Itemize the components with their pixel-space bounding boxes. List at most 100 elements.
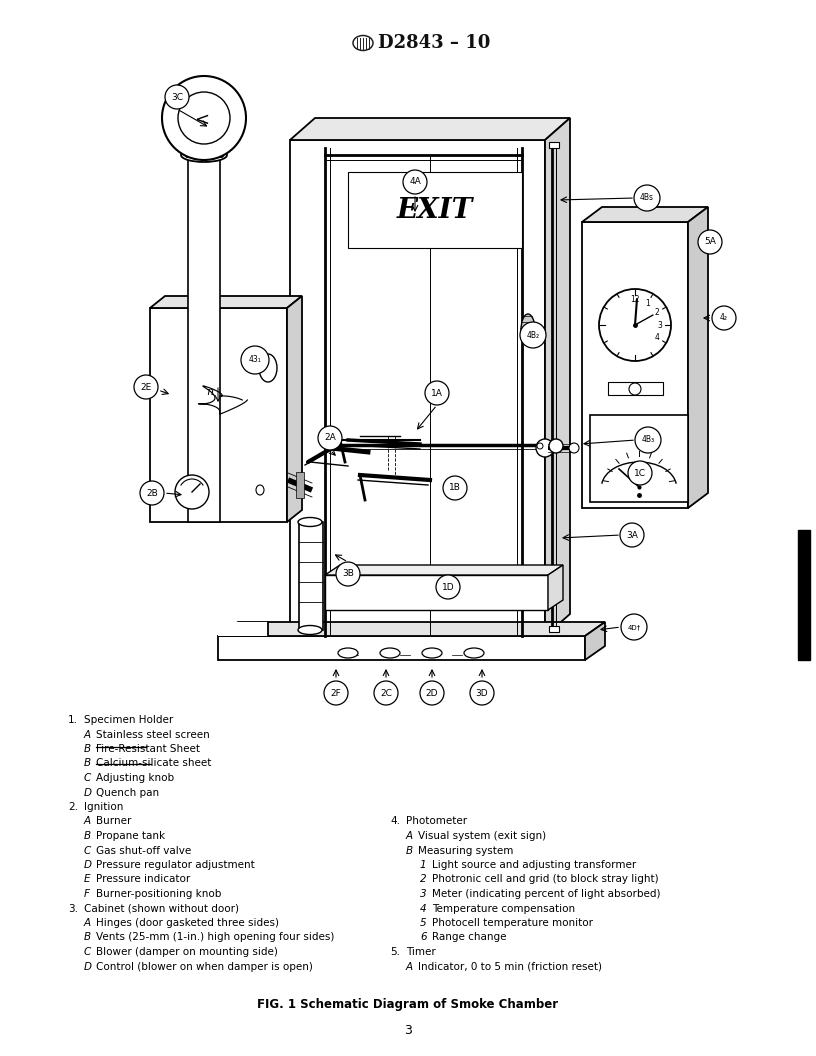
Text: n: n <box>206 386 214 397</box>
Text: 5: 5 <box>420 918 427 928</box>
Text: Quench pan: Quench pan <box>96 788 159 797</box>
Polygon shape <box>798 530 810 660</box>
Text: C: C <box>84 773 91 782</box>
Circle shape <box>165 84 189 109</box>
Circle shape <box>620 523 644 547</box>
Circle shape <box>520 322 546 348</box>
Text: Temperature compensation: Temperature compensation <box>432 904 575 913</box>
Polygon shape <box>218 636 585 660</box>
Text: Stainless steel screen: Stainless steel screen <box>96 730 210 739</box>
Text: 3: 3 <box>404 1023 412 1037</box>
Text: 4B₂: 4B₂ <box>526 331 539 339</box>
Circle shape <box>621 614 647 640</box>
Text: A: A <box>84 730 91 739</box>
Text: 1: 1 <box>645 299 650 308</box>
Text: Meter (indicating percent of light absorbed): Meter (indicating percent of light absor… <box>432 889 660 899</box>
Text: Cabinet (shown without door): Cabinet (shown without door) <box>84 904 239 913</box>
Text: Calcium-silicate sheet: Calcium-silicate sheet <box>96 758 211 769</box>
Text: 2F: 2F <box>330 689 341 698</box>
Polygon shape <box>325 576 548 610</box>
Circle shape <box>634 185 660 211</box>
Text: B: B <box>84 932 91 943</box>
Text: 4₂: 4₂ <box>720 314 728 322</box>
Circle shape <box>436 576 460 599</box>
FancyBboxPatch shape <box>608 382 663 395</box>
Circle shape <box>599 289 671 361</box>
Polygon shape <box>325 565 563 576</box>
Text: 3.: 3. <box>68 904 78 913</box>
Text: Control (blower on when damper is open): Control (blower on when damper is open) <box>96 962 313 972</box>
Text: Propane tank: Propane tank <box>96 831 165 841</box>
Text: 12: 12 <box>630 296 640 304</box>
Text: 2B: 2B <box>146 489 157 497</box>
Polygon shape <box>590 415 688 502</box>
Circle shape <box>403 170 427 194</box>
Circle shape <box>175 475 209 509</box>
Text: C: C <box>84 846 91 855</box>
Text: 2.: 2. <box>68 802 78 812</box>
Text: FIG. 1 Schematic Diagram of Smoke Chamber: FIG. 1 Schematic Diagram of Smoke Chambe… <box>257 998 559 1011</box>
Polygon shape <box>688 207 708 508</box>
Circle shape <box>537 444 543 449</box>
Ellipse shape <box>521 314 535 346</box>
Text: 6: 6 <box>420 932 427 943</box>
Text: 2: 2 <box>654 308 659 317</box>
Circle shape <box>318 426 342 450</box>
Text: D: D <box>84 962 92 972</box>
Text: Photocell temperature monitor: Photocell temperature monitor <box>432 918 593 928</box>
Polygon shape <box>150 308 287 522</box>
Text: D: D <box>84 860 92 870</box>
Text: Light source and adjusting transformer: Light source and adjusting transformer <box>432 860 636 870</box>
Text: Burner: Burner <box>96 816 131 827</box>
Polygon shape <box>585 622 605 660</box>
Polygon shape <box>296 472 304 498</box>
Circle shape <box>420 681 444 705</box>
Circle shape <box>470 681 494 705</box>
Text: Photometer: Photometer <box>406 816 467 827</box>
Text: 3B: 3B <box>342 569 354 579</box>
Text: Vents (25-mm (1-in.) high opening four sides): Vents (25-mm (1-in.) high opening four s… <box>96 932 335 943</box>
Circle shape <box>712 306 736 329</box>
Ellipse shape <box>464 648 484 658</box>
Text: 4: 4 <box>420 904 427 913</box>
Text: Specimen Holder: Specimen Holder <box>84 715 173 725</box>
Circle shape <box>134 375 158 399</box>
Text: A: A <box>406 962 413 972</box>
Text: Burner-positioning knob: Burner-positioning knob <box>96 889 221 899</box>
Text: 2E: 2E <box>140 382 152 392</box>
Polygon shape <box>582 222 688 508</box>
Ellipse shape <box>256 485 264 495</box>
Polygon shape <box>287 296 302 522</box>
Text: B: B <box>406 846 413 855</box>
Text: Photronic cell and grid (to block stray light): Photronic cell and grid (to block stray … <box>432 874 659 885</box>
Text: 2C: 2C <box>380 689 392 698</box>
Text: 5.: 5. <box>390 947 400 957</box>
Circle shape <box>324 681 348 705</box>
Circle shape <box>241 346 269 374</box>
Polygon shape <box>348 172 522 248</box>
Text: 3D: 3D <box>476 689 488 698</box>
Text: B: B <box>84 831 91 841</box>
Text: 4.: 4. <box>390 816 400 827</box>
Circle shape <box>374 681 398 705</box>
Circle shape <box>549 439 563 453</box>
Text: Timer: Timer <box>406 947 436 957</box>
Polygon shape <box>549 626 559 631</box>
Text: 4D†: 4D† <box>628 624 641 630</box>
Polygon shape <box>582 207 708 222</box>
Text: Gas shut-off valve: Gas shut-off valve <box>96 846 191 855</box>
Text: A: A <box>84 918 91 928</box>
Text: 43₁: 43₁ <box>249 356 261 364</box>
Text: F: F <box>84 889 90 899</box>
Polygon shape <box>548 565 563 610</box>
Ellipse shape <box>298 517 322 527</box>
Ellipse shape <box>298 625 322 635</box>
Text: Visual system (exit sign): Visual system (exit sign) <box>418 831 546 841</box>
Text: 3: 3 <box>420 889 427 899</box>
Text: 1.: 1. <box>68 715 78 725</box>
Text: 4Bs: 4Bs <box>640 193 654 203</box>
Text: 2A: 2A <box>324 434 336 442</box>
Text: Hinges (door gasketed three sides): Hinges (door gasketed three sides) <box>96 918 279 928</box>
Text: Range change: Range change <box>432 932 507 943</box>
Polygon shape <box>290 118 570 140</box>
